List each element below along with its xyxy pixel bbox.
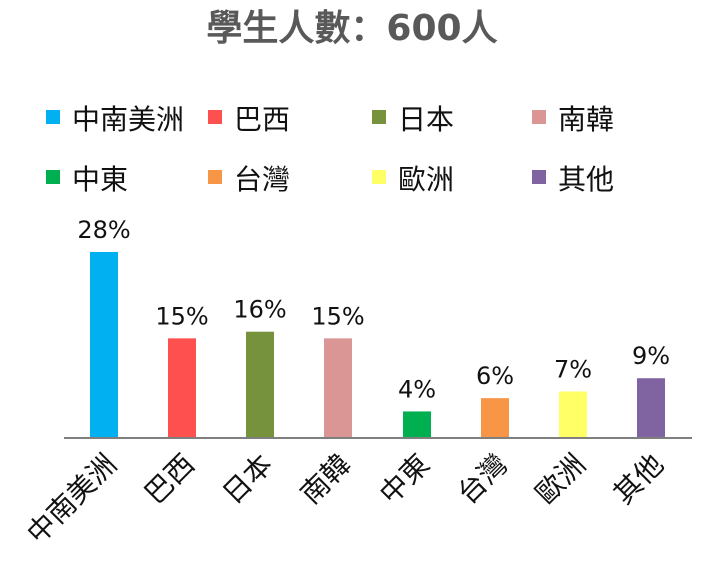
bar — [324, 338, 352, 438]
bars — [90, 252, 665, 438]
data-label: 16% — [233, 296, 286, 324]
legend-label: 歐洲 — [398, 163, 454, 196]
data-label: 15% — [311, 302, 364, 330]
legend-label: 台灣 — [234, 163, 290, 196]
chart-title: 學生人數：600人 — [206, 8, 497, 49]
legend-swatch — [532, 170, 546, 184]
x-tick-label: 其他 — [607, 448, 670, 511]
legend-swatch — [532, 110, 546, 124]
x-tick-label: 中東 — [373, 448, 436, 511]
legend-label: 中南美洲 — [72, 103, 184, 136]
legend-swatch — [208, 110, 222, 124]
data-label: 28% — [77, 216, 130, 244]
legend-swatch — [208, 170, 222, 184]
legend-swatch — [46, 110, 60, 124]
legend-label: 巴西 — [234, 103, 290, 136]
data-label: 7% — [554, 356, 592, 384]
x-tick-label: 台灣 — [451, 448, 514, 511]
data-label: 15% — [155, 302, 208, 330]
x-tick-label: 日本 — [216, 448, 279, 511]
legend-swatch — [372, 170, 386, 184]
legend-label: 其他 — [558, 163, 614, 196]
legend-swatch — [46, 170, 60, 184]
bar — [637, 378, 665, 438]
x-tick-label: 歐洲 — [529, 448, 592, 511]
bar — [168, 338, 196, 438]
x-tick-label: 南韓 — [294, 448, 357, 511]
legend-label: 日本 — [398, 103, 454, 136]
legend-label: 南韓 — [558, 103, 614, 136]
data-label: 9% — [632, 342, 670, 370]
x-tick-label: 巴西 — [138, 448, 201, 511]
x-tick-label: 中南美洲 — [20, 448, 123, 551]
bar — [403, 411, 431, 438]
legend-label: 中東 — [72, 163, 128, 196]
bar — [559, 391, 587, 438]
bar — [481, 398, 509, 438]
data-label: 6% — [476, 362, 514, 390]
data-label: 4% — [398, 375, 436, 403]
bar — [90, 252, 118, 438]
legend-swatch — [372, 110, 386, 124]
value-labels: 28% 15% 16% 15% 4% 6% 7% 9% — [77, 216, 670, 403]
x-tick-labels: 中南美洲 巴西 日本 南韓 中東 台灣 歐洲 其他 — [20, 448, 670, 551]
bar — [246, 331, 274, 438]
